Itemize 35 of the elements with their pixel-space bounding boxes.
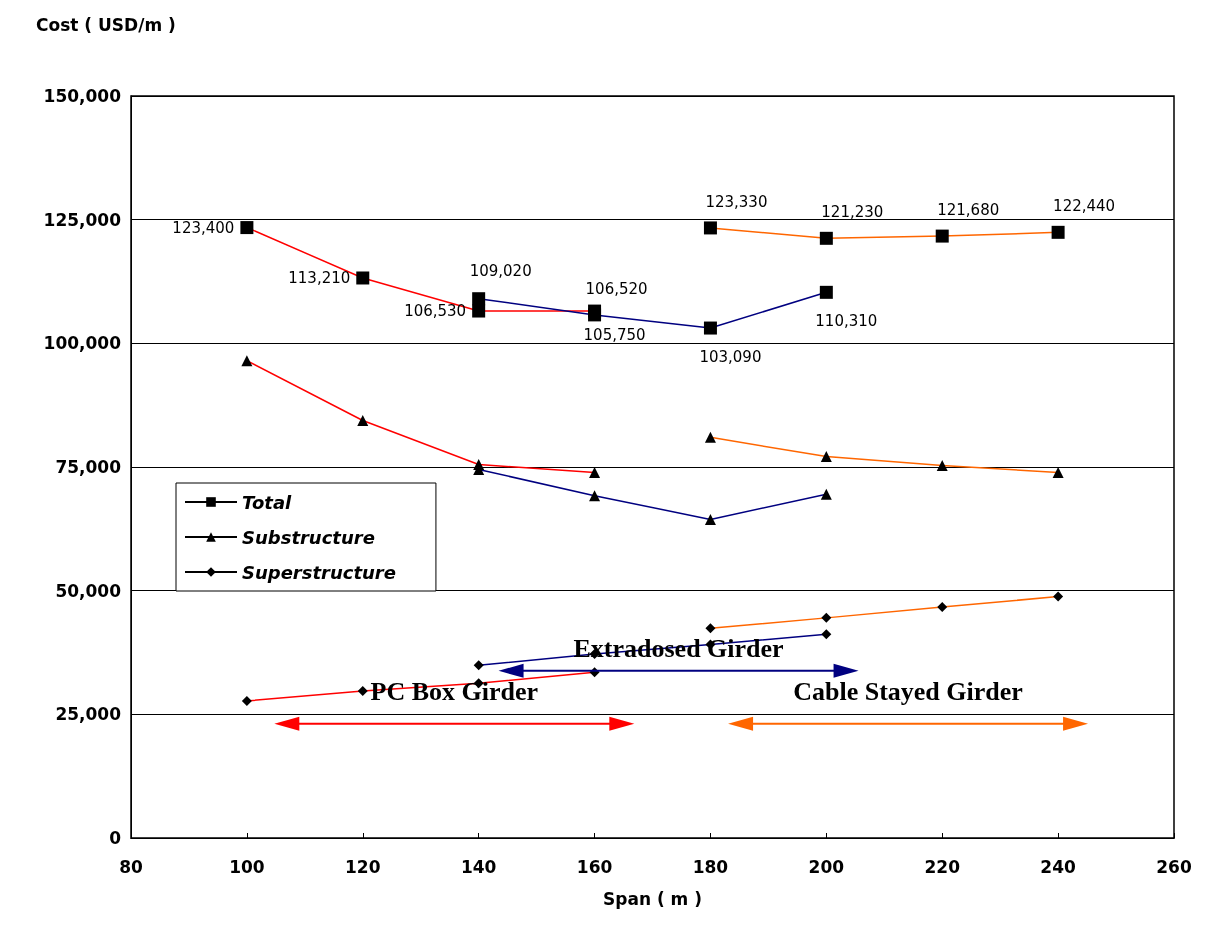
data-label: 106,520 bbox=[585, 280, 648, 299]
y-tick-label: 25,000 bbox=[55, 704, 122, 725]
data-label: 122,440 bbox=[1053, 197, 1116, 216]
y-tick-label: 50,000 bbox=[55, 580, 122, 601]
x-tick-label: 100 bbox=[229, 856, 265, 877]
data-label: 110,310 bbox=[815, 312, 878, 331]
x-tick-label: 200 bbox=[808, 856, 845, 877]
y-tick-label: 100,000 bbox=[43, 333, 122, 354]
y-axis-title: Cost ( USD/m ) bbox=[36, 14, 176, 35]
x-tick-label: 180 bbox=[692, 856, 729, 877]
y-tick-label: 125,000 bbox=[43, 209, 122, 230]
data-label: 103,090 bbox=[699, 348, 762, 367]
data-label: 106,530 bbox=[404, 302, 467, 321]
data-label: 123,400 bbox=[172, 218, 235, 237]
y-tick-label: 75,000 bbox=[55, 457, 122, 477]
legend-label: Substructure bbox=[242, 526, 375, 548]
data-label: 109,020 bbox=[469, 261, 532, 280]
data-label: 105,750 bbox=[583, 325, 646, 344]
x-tick-label: 140 bbox=[460, 856, 497, 877]
legend-label: Total bbox=[242, 491, 293, 513]
data-label: 123,330 bbox=[705, 192, 768, 211]
x-tick-label: 160 bbox=[576, 856, 613, 877]
y-tick-label: 150,000 bbox=[43, 86, 122, 106]
data-label: 113,210 bbox=[288, 268, 351, 287]
x-tick-label: 220 bbox=[924, 856, 961, 877]
annotation: Cable Stayed Girder bbox=[793, 677, 1023, 707]
x-tick-label: 80 bbox=[119, 856, 143, 877]
x-tick-label: 240 bbox=[1040, 856, 1077, 877]
y-tick-label: 0 bbox=[109, 828, 122, 848]
data-label: 121,680 bbox=[937, 201, 1000, 220]
data-label: 121,230 bbox=[821, 203, 884, 222]
x-axis-title: Span ( m ) bbox=[603, 888, 702, 909]
x-tick-label: 260 bbox=[1156, 856, 1192, 877]
legend-label: Superstructure bbox=[242, 561, 396, 583]
x-tick-label: 120 bbox=[345, 856, 381, 877]
